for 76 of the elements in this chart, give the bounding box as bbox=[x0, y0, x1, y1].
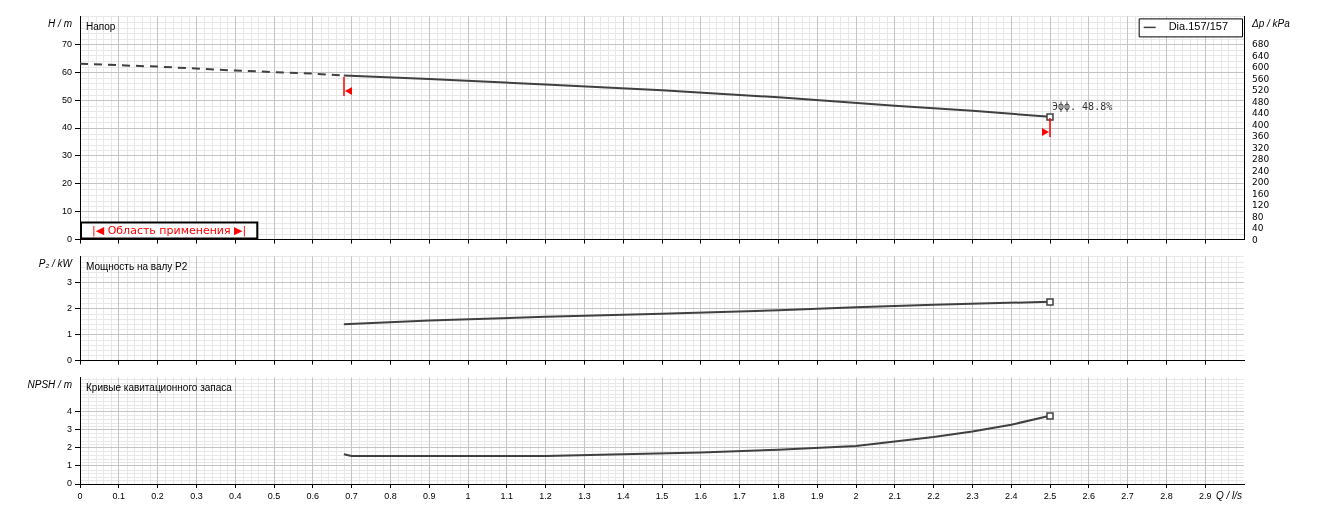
legend-label: Dia.157/157 bbox=[1168, 20, 1228, 33]
x-tick-label: 2.1 bbox=[888, 490, 902, 501]
y-axis-title: P₂ / kW bbox=[38, 258, 74, 270]
chart-title: Напор bbox=[86, 21, 116, 33]
x-tick-label: 2.9 bbox=[1198, 490, 1212, 501]
x-tick-label: 1.5 bbox=[655, 490, 669, 501]
y-tick-label: 60 bbox=[61, 66, 72, 77]
y2-tick-label: 200 bbox=[1252, 177, 1270, 187]
y-tick-label: 2 bbox=[66, 442, 72, 453]
y-tick-label: 10 bbox=[61, 206, 72, 217]
x-tick-label: 0.1 bbox=[112, 490, 126, 501]
y2-tick-label: 80 bbox=[1252, 212, 1264, 222]
y-tick-label: 1 bbox=[66, 460, 72, 471]
x-tick-label: 0.4 bbox=[228, 490, 242, 501]
x-tick-label: 1.3 bbox=[578, 490, 591, 501]
y2-tick-label: 520 bbox=[1252, 85, 1270, 95]
y-tick-label: 3 bbox=[66, 424, 72, 435]
y-tick-label: 50 bbox=[61, 94, 72, 105]
y-tick-label: 4 bbox=[66, 406, 72, 417]
y2-tick-label: 320 bbox=[1252, 143, 1270, 153]
y2-tick-label: 0 bbox=[1252, 235, 1258, 245]
y2-tick-label: 240 bbox=[1252, 166, 1270, 176]
y-tick-label: 20 bbox=[61, 178, 72, 189]
y-tick-label: 0 bbox=[66, 478, 72, 489]
y-tick-label: 0 bbox=[66, 355, 72, 366]
y-tick-label: 1 bbox=[66, 329, 72, 340]
text: Кривые кавитационного запаса bbox=[86, 382, 233, 394]
x-tick-label: 2.7 bbox=[1121, 490, 1134, 501]
y2-tick-label: 600 bbox=[1252, 62, 1270, 72]
y2-tick-label: 120 bbox=[1252, 200, 1270, 210]
x-tick-label: 0 bbox=[77, 490, 83, 501]
y-tick-label: 40 bbox=[61, 122, 72, 133]
x-tick-label: 2.6 bbox=[1082, 490, 1096, 501]
x-tick-label: 1.6 bbox=[694, 490, 708, 501]
x-tick-label: 1.4 bbox=[616, 490, 630, 501]
y-tick-label: 30 bbox=[61, 150, 72, 161]
y2-tick-label: 40 bbox=[1252, 223, 1264, 233]
y2-tick-label: 480 bbox=[1252, 97, 1270, 107]
x-tick-label: 1.8 bbox=[772, 490, 785, 501]
y2-tick-label: 640 bbox=[1252, 51, 1270, 61]
y2-tick-label: 160 bbox=[1252, 189, 1270, 199]
x-tick-label: 0.2 bbox=[151, 490, 164, 501]
y2-tick-label: 440 bbox=[1252, 108, 1270, 118]
y-tick-label: 2 bbox=[66, 302, 72, 313]
x-tick-label: 2.8 bbox=[1160, 490, 1173, 501]
y-tick-label: 0 bbox=[66, 234, 72, 245]
x-tick-label: 2.4 bbox=[1004, 490, 1018, 501]
x-tick-label: 0.5 bbox=[267, 490, 281, 501]
annotation: Эфф. 48.8% bbox=[1052, 101, 1113, 113]
x-tick-label: 1 bbox=[465, 490, 471, 501]
y2-tick-label: 560 bbox=[1252, 74, 1270, 84]
x-tick-label: 1.1 bbox=[500, 490, 514, 501]
y-tick-label: 3 bbox=[66, 276, 72, 287]
x-axis-title: Q / l/s bbox=[1215, 489, 1242, 501]
x-tick-label: 2 bbox=[853, 490, 859, 501]
x-tick-label: 0.7 bbox=[345, 490, 358, 501]
x-tick-label: 1.7 bbox=[733, 490, 746, 501]
y-axis-title: NPSH / m bbox=[27, 379, 72, 391]
x-tick-label: 0.9 bbox=[422, 490, 436, 501]
y2-tick-label: 680 bbox=[1252, 39, 1270, 49]
x-tick-label: 2.3 bbox=[966, 490, 979, 501]
y2-axis-title: Δp / kPa bbox=[1251, 18, 1291, 30]
y2-tick-label: 360 bbox=[1252, 131, 1270, 141]
annotation: |◀ Область применения ▶| bbox=[92, 224, 247, 238]
x-tick-label: 2.5 bbox=[1043, 490, 1057, 501]
x-tick-label: 0.3 bbox=[190, 490, 203, 501]
x-tick-label: 0.6 bbox=[306, 490, 320, 501]
x-tick-label: 1.9 bbox=[810, 490, 824, 501]
text: Мощность на валу P2 bbox=[86, 261, 188, 273]
x-tick-label: 2.2 bbox=[927, 490, 940, 501]
y2-tick-label: 280 bbox=[1252, 154, 1270, 164]
y-axis-title: H / m bbox=[48, 18, 72, 30]
x-tick-label: 1.2 bbox=[539, 490, 552, 501]
x-tick-label: 0.8 bbox=[384, 490, 397, 501]
y2-tick-label: 400 bbox=[1252, 120, 1270, 130]
y-tick-label: 70 bbox=[61, 38, 72, 49]
